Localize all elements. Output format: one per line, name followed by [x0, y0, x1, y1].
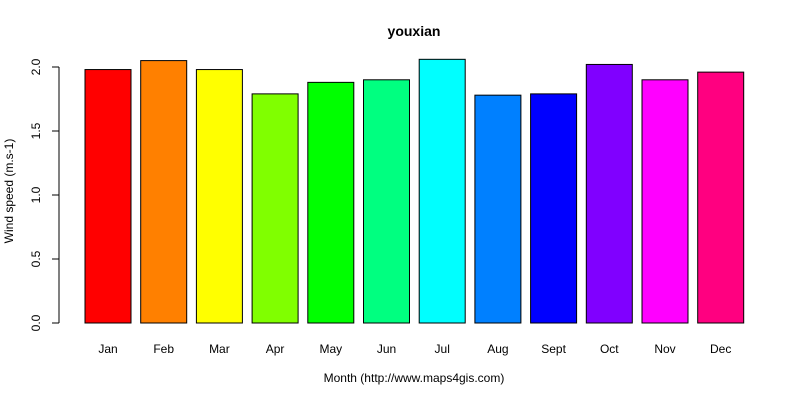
y-tick-label: 0.5: [29, 250, 43, 267]
chart-title: youxian: [388, 23, 441, 39]
y-tick-label: 0.0: [29, 314, 43, 331]
bar-oct: [585, 63, 633, 324]
x-tick-label: Sept: [541, 342, 566, 356]
bar-feb: [140, 60, 188, 324]
bars-group: [84, 58, 745, 324]
x-tick-label: Jun: [377, 342, 396, 356]
y-axis-label: Wind speed (m.s-1): [2, 139, 16, 244]
x-tick-label: Dec: [710, 342, 731, 356]
x-tick-label: Aug: [487, 342, 508, 356]
bar-jul: [418, 58, 466, 324]
x-tick-label: Jan: [98, 342, 117, 356]
bar-apr: [251, 93, 299, 324]
x-tick-label: May: [319, 342, 342, 356]
bar-jan: [84, 69, 132, 324]
bar-mar: [195, 69, 243, 324]
y-tick-label: 1.0: [29, 186, 43, 203]
x-tick-label: Feb: [153, 342, 174, 356]
bar-may: [307, 81, 355, 324]
y-axis: 0.0 0.5 1.0 1.5 2.0: [29, 58, 60, 331]
x-axis-label: Month (http://www.maps4gis.com): [324, 371, 505, 385]
x-tick-labels: Jan Feb Mar Apr May Jun Jul Aug Sept Oct Nov Dec: [98, 342, 731, 356]
x-tick-label: Jul: [435, 342, 450, 356]
bar-jun: [363, 79, 410, 324]
bar-nov: [641, 79, 689, 324]
x-tick-label: Mar: [209, 342, 230, 356]
x-tick-label: Oct: [600, 342, 619, 356]
bar-aug: [474, 94, 522, 324]
x-tick-label: Apr: [266, 342, 285, 356]
bar-dec: [697, 71, 745, 324]
bar-sept: [530, 93, 578, 324]
y-tick-label: 2.0: [29, 58, 43, 75]
x-tick-label: Nov: [654, 342, 675, 356]
y-tick-label: 1.5: [29, 122, 43, 139]
